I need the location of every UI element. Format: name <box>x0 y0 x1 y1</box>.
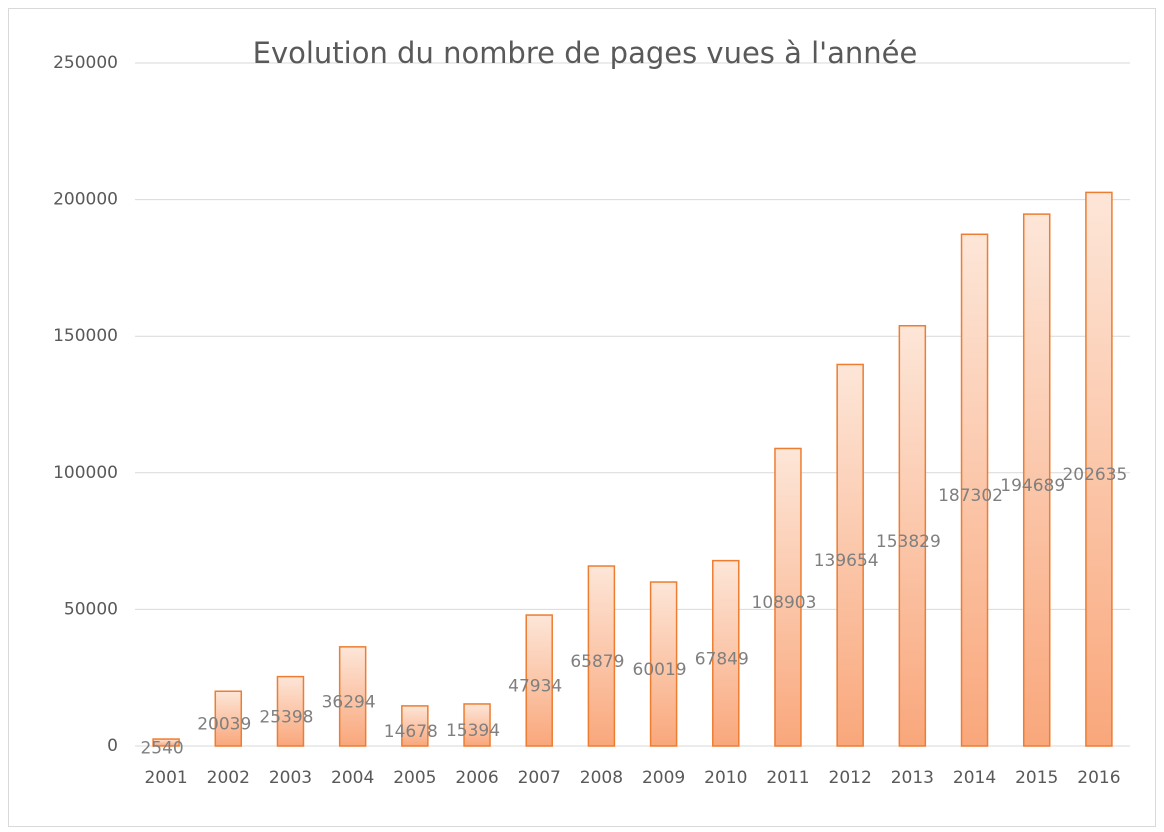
bar <box>525 614 553 747</box>
y-tick-label: 200000 <box>53 190 118 210</box>
y-tick-label: 50000 <box>64 599 118 619</box>
x-tick-label: 2012 <box>829 768 872 788</box>
data-label: 187302 <box>938 486 1003 506</box>
x-tick-label: 2002 <box>207 768 250 788</box>
bar <box>401 705 429 747</box>
data-label: 15394 <box>446 721 500 741</box>
bar <box>463 703 491 747</box>
data-label: 67849 <box>695 649 749 669</box>
data-label: 139654 <box>814 551 879 571</box>
bar <box>649 581 678 747</box>
bar <box>276 675 305 747</box>
x-tick-label: 2014 <box>953 768 996 788</box>
data-label: 108903 <box>752 593 817 613</box>
data-label: 47934 <box>508 677 562 697</box>
x-tick-label: 2006 <box>455 768 498 788</box>
data-label: 25398 <box>259 707 313 727</box>
bar <box>152 738 180 747</box>
bar <box>1022 213 1051 747</box>
bar <box>898 324 927 747</box>
bar <box>1085 191 1113 747</box>
bars <box>152 191 1113 747</box>
bar <box>836 363 864 747</box>
bar <box>960 233 989 747</box>
y-tick-label: 150000 <box>53 326 118 346</box>
bar <box>587 565 616 747</box>
x-tick-label: 2008 <box>580 768 623 788</box>
x-tick-label: 2007 <box>518 768 561 788</box>
data-label: 202635 <box>1062 465 1127 485</box>
labels: 0 50000 100000 150000 200000 250000 2001 2540 20… <box>53 53 1127 788</box>
data-label: 20039 <box>197 715 251 735</box>
data-label: 2540 <box>140 739 183 759</box>
x-tick-label: 2003 <box>269 768 312 788</box>
x-tick-label: 2016 <box>1077 768 1120 788</box>
data-label: 14678 <box>384 722 438 742</box>
x-tick-label: 2015 <box>1015 768 1058 788</box>
x-tick-label: 2011 <box>766 768 809 788</box>
data-label: 153829 <box>876 532 941 552</box>
data-label: 65879 <box>570 652 624 672</box>
x-tick-label: 2010 <box>704 768 747 788</box>
data-label: 36294 <box>322 692 376 712</box>
y-tick-label: 0 <box>107 736 118 756</box>
x-tick-label: 2013 <box>891 768 934 788</box>
x-tick-label: 2004 <box>331 768 374 788</box>
data-label: 60019 <box>633 660 687 680</box>
bar <box>338 646 367 747</box>
bar <box>712 559 740 747</box>
y-tick-label: 100000 <box>53 463 118 483</box>
bar <box>214 690 243 747</box>
y-tick-label: 250000 <box>53 53 118 73</box>
chart-title: Evolution du nombre de pages vues à l'an… <box>253 36 918 70</box>
x-tick-label: 2005 <box>393 768 436 788</box>
bar <box>774 447 802 747</box>
x-tick-label: 2009 <box>642 768 685 788</box>
data-label: 194689 <box>1000 476 1065 496</box>
x-tick-label: 2001 <box>144 768 187 788</box>
